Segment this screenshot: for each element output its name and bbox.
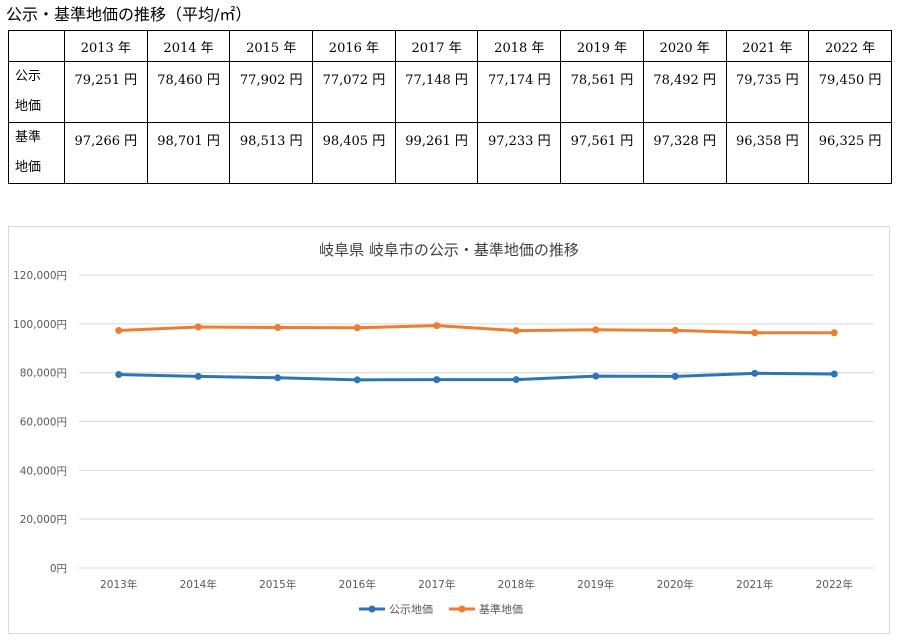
table-row: 公示 地価 79,251 円 78,460 円 77,902 円 77,072 … (8, 61, 892, 123)
data-point (274, 323, 282, 331)
data-point (830, 370, 838, 378)
data-point (751, 369, 759, 377)
data-point (671, 372, 679, 380)
x-tick-label: 2013年 (100, 578, 137, 591)
row-label-line: 基準 (15, 130, 42, 145)
x-tick-label: 2017年 (418, 578, 455, 591)
price-cell: 96,325 円 (808, 122, 892, 184)
x-tick-label: 2018年 (498, 578, 535, 591)
data-point (433, 322, 441, 330)
chart-title: 岐阜県 岐阜市の公示・基準地価の推移 (319, 241, 579, 259)
chart-canvas: 岐阜県 岐阜市の公示・基準地価の推移 0円 20,000円 40,000円 60,00… (13, 241, 874, 616)
legend-marker (458, 605, 466, 613)
year-header: 2018 年 (477, 30, 562, 62)
data-point (830, 329, 838, 337)
year-header: 2017 年 (394, 30, 479, 62)
data-point (353, 376, 361, 384)
data-point (353, 324, 361, 332)
price-cell: 79,735 円 (725, 61, 810, 123)
price-cell: 97,561 円 (560, 122, 644, 184)
x-tick-label: 2021年 (736, 578, 773, 591)
series-line (118, 371, 835, 382)
gridlines (79, 274, 874, 569)
price-cell: 98,701 円 (146, 122, 231, 184)
x-tick-label: 2016年 (339, 578, 376, 591)
y-tick-label: 0円 (50, 563, 67, 575)
year-header: 2021 年 (725, 30, 810, 62)
row-label-line: 地価 (15, 160, 42, 175)
legend-label: 公示地価 (389, 603, 433, 616)
data-point (671, 326, 679, 334)
price-cell: 79,251 円 (64, 61, 148, 123)
y-tick-label: 40,000円 (20, 465, 67, 477)
y-tick-label: 100,000円 (13, 319, 67, 331)
data-point (115, 327, 123, 335)
data-point (512, 376, 520, 384)
price-cell: 97,233 円 (477, 122, 562, 184)
price-cell: 77,148 円 (394, 61, 479, 123)
year-header: 2022 年 (808, 30, 892, 62)
legend-label: 基準地価 (479, 602, 523, 616)
price-cell: 77,072 円 (312, 61, 396, 123)
year-header: 2020 年 (642, 30, 727, 62)
y-tick-label: 80,000円 (20, 368, 67, 380)
data-point (592, 372, 600, 380)
legend: 公示地価 基準地価 (359, 602, 523, 616)
year-header: 2014 年 (146, 30, 231, 62)
y-axis-ticks: 0円 20,000円 40,000円 60,000円 80,000円 100,000円 12… (13, 270, 67, 575)
price-cell: 77,174 円 (477, 61, 562, 123)
y-tick-label: 120,000円 (13, 270, 67, 282)
y-tick-label: 20,000円 (20, 514, 67, 526)
data-point (512, 327, 520, 335)
page-heading: 公示・基準地価の推移（平均/㎡） (6, 5, 252, 24)
price-cell: 97,328 円 (642, 122, 727, 184)
data-point (274, 374, 282, 382)
table-row: 基準 地価 97,266 円 98,701 円 98,513 円 98,405 … (8, 122, 892, 184)
legend-marker (368, 605, 376, 613)
data-point (194, 323, 202, 331)
data-point (194, 372, 202, 380)
x-tick-label: 2022年 (816, 578, 853, 591)
year-header: 2019 年 (560, 30, 644, 62)
x-tick-label: 2014年 (180, 578, 217, 591)
price-cell: 98,405 円 (312, 122, 396, 184)
year-header: 2016 年 (312, 30, 396, 62)
data-point (751, 329, 759, 337)
series-line (118, 324, 835, 335)
table-header-row: 2013 年 2014 年 2015 年 2016 年 2017 年 2018 … (8, 30, 892, 62)
y-tick-label: 60,000円 (20, 417, 67, 429)
land-price-table: 2013 年 2014 年 2015 年 2016 年 2017 年 2018 … (8, 30, 892, 184)
data-point (433, 376, 441, 384)
x-axis-ticks: 2013年 2014年 2015年 2016年 2017年 2018年 2019年 2020年… (100, 578, 853, 591)
price-cell: 97,266 円 (64, 122, 148, 184)
price-cell: 79,450 円 (808, 61, 892, 123)
price-cell: 78,460 円 (146, 61, 231, 123)
x-tick-label: 2020年 (657, 578, 694, 591)
year-header: 2015 年 (229, 30, 314, 62)
data-point (115, 370, 123, 378)
line-chart: 岐阜県 岐阜市の公示・基準地価の推移 0円 20,000円 40,000円 60,00… (8, 226, 890, 634)
series-lines (115, 322, 838, 384)
row-label-standard: 基準 地価 (8, 122, 65, 184)
row-label-public: 公示 地価 (8, 61, 65, 123)
price-cell: 98,513 円 (229, 122, 314, 184)
price-cell: 99,261 円 (394, 122, 479, 184)
row-label-line: 公示 (15, 69, 42, 84)
table-corner-cell (8, 30, 65, 62)
year-header: 2013 年 (64, 30, 148, 62)
row-label-line: 地価 (15, 99, 42, 114)
price-cell: 78,492 円 (642, 61, 727, 123)
price-cell: 96,358 円 (725, 122, 810, 184)
data-point (592, 326, 600, 334)
x-tick-label: 2019年 (577, 578, 614, 591)
price-cell: 77,902 円 (229, 61, 314, 123)
x-tick-label: 2015年 (259, 578, 296, 591)
price-cell: 78,561 円 (560, 61, 644, 123)
